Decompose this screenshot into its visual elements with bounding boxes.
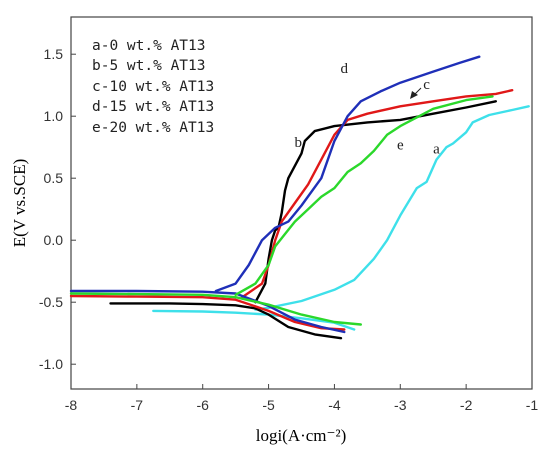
curve-a-anodic [254,105,530,311]
curve-label-d: d [341,61,349,77]
legend-entry-e: e-20 wt.% AT13 [92,120,214,136]
y-tick-label: -1.0 [39,356,63,372]
curve-d-cathodic [69,289,346,334]
curve-labels: a b c d e [294,61,440,158]
legend-entry-c: c-10 wt.% AT13 [92,79,214,95]
y-tick-label: 1.0 [44,108,64,124]
legend-entry-a: a-0 wt.% AT13 [92,38,206,54]
legend-entry-d: d-15 wt.% AT13 [92,99,214,115]
x-tick-label: -8 [65,397,78,413]
y-tick-label: 0.5 [44,170,64,186]
curve-label-c: c [423,77,430,93]
x-tick-label: -3 [394,397,407,413]
plot-frame [70,16,533,390]
curve-label-e: e [397,138,404,154]
legend: a-0 wt.% AT13 b-5 wt.% AT13 c-10 wt.% AT… [92,38,214,136]
x-tick-label: -5 [262,397,275,413]
curve-label-b: b [294,135,302,151]
y-tick-label: -0.5 [39,294,63,310]
curve-d-anodic [214,55,481,293]
x-tick-label: -7 [131,397,144,413]
x-tick-label: -4 [328,397,341,413]
legend-entry-b: b-5 wt.% AT13 [92,58,206,74]
x-axis-title: logi(A·cm⁻²) [256,426,347,445]
curve-label-a: a [433,141,440,157]
y-tick-label: 1.5 [44,46,64,62]
y-tick-label: 0.0 [44,232,64,248]
curve-e-cathodic [69,292,362,326]
curve-b-anodic [254,100,497,304]
axis-ticks: -8 -7 -6 -5 -4 -3 -2 -1 1.5 1.0 0.5 0.0 -0.5 -1.0 [39,46,539,413]
curve-c-cathodic [69,294,346,331]
y-axis-title: E(V vs.SCE) [10,159,29,247]
curve-c-arrow [410,87,422,99]
curve-b-cathodic [109,302,343,340]
curve-e-anodic [234,95,494,296]
x-tick-label: -2 [460,397,473,413]
x-tick-label: -1 [526,397,539,413]
curves [69,55,530,340]
x-tick-label: -6 [196,397,209,413]
